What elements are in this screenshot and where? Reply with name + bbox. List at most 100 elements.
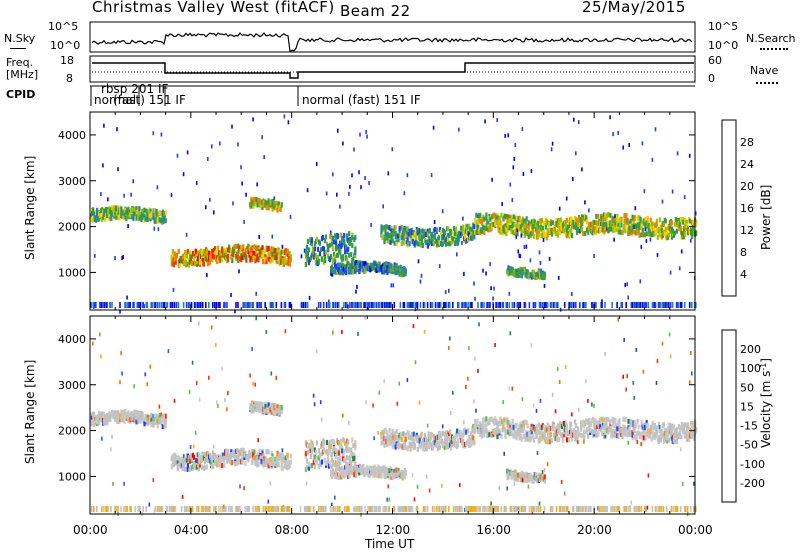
- heatmap-cell: [494, 217, 497, 223]
- heatmap-cell: [338, 450, 341, 456]
- heatmap-cell: [395, 262, 398, 268]
- heatmap-cell: [313, 402, 316, 407]
- heatmap-cell: [318, 506, 321, 512]
- heatmap-cell: [366, 134, 368, 139]
- heatmap-cell: [142, 211, 145, 217]
- heatmap-cell: [102, 163, 104, 168]
- heatmap-cell: [455, 441, 458, 447]
- heatmap-cell: [585, 506, 587, 512]
- heatmap-cell: [199, 302, 202, 308]
- heatmap-cell: [132, 179, 134, 184]
- heatmap-cell: [325, 302, 328, 308]
- heatmap-cell: [536, 220, 539, 226]
- heatmap-cell: [584, 231, 587, 236]
- heatmap-cell: [482, 424, 485, 430]
- heatmap-cell: [234, 458, 237, 464]
- heatmap-cell: [195, 180, 198, 185]
- heatmap-cell: [448, 506, 450, 512]
- heatmap-cell: [383, 302, 385, 308]
- heatmap-cell: [505, 231, 508, 236]
- heatmap-cell: [509, 215, 512, 220]
- heatmap-cell: [483, 428, 486, 434]
- heatmap-cell: [617, 217, 620, 223]
- heatmap-cell: [445, 440, 449, 446]
- heatmap-cell: [343, 448, 346, 454]
- heatmap-cell: [518, 506, 521, 512]
- heatmap-cell: [345, 270, 348, 276]
- heatmap-cell: [289, 257, 292, 263]
- heatmap-cell: [197, 302, 200, 308]
- heatmap-cell: [592, 302, 594, 308]
- heatmap-cell: [587, 398, 589, 403]
- heatmap-cell: [268, 506, 271, 512]
- heatmap-cell: [661, 302, 664, 308]
- heatmap-cell: [599, 228, 602, 234]
- heatmap-cell: [538, 424, 541, 430]
- heatmap-cell: [139, 418, 142, 424]
- heatmap-cell: [565, 196, 568, 201]
- heatmap-cell: [389, 436, 392, 442]
- heatmap-cell: [232, 201, 234, 206]
- heatmap-cell: [497, 302, 499, 308]
- heatmap-cell: [153, 508, 156, 513]
- heatmap-cell: [551, 392, 554, 397]
- heatmap-cell: [95, 217, 98, 223]
- heatmap-cell: [192, 444, 195, 449]
- heatmap-cell: [93, 506, 95, 512]
- heatmap-cell: [184, 506, 187, 512]
- heatmap-cell: [238, 506, 240, 512]
- heatmap-cell: [402, 235, 405, 241]
- heatmap-cell: [570, 421, 573, 427]
- heatmap-cell: [152, 131, 155, 136]
- heatmap-cell: [479, 218, 482, 224]
- heatmap-cell: [267, 463, 270, 469]
- heatmap-cell: [90, 302, 92, 308]
- heatmap-cell: [380, 302, 382, 308]
- heatmap-cell: [119, 413, 122, 419]
- heatmap-cell: [186, 467, 189, 472]
- heatmap-cell: [347, 439, 350, 445]
- heatmap-cell: [430, 432, 433, 438]
- heatmap-cell: [391, 439, 394, 445]
- heatmap-cell: [121, 417, 124, 423]
- heatmap-cell: [513, 506, 516, 512]
- heatmap-cell: [521, 127, 524, 132]
- heatmap-cell: [344, 440, 347, 446]
- heatmap-cell: [354, 445, 357, 451]
- heatmap-cell: [329, 461, 332, 467]
- heatmap-cell: [435, 227, 439, 233]
- heatmap-cell: [347, 261, 350, 267]
- heatmap-cell: [419, 279, 422, 284]
- heatmap-cell: [349, 302, 351, 308]
- heatmap-cell: [155, 414, 158, 420]
- heatmap-cell: [240, 253, 243, 259]
- heatmap-cell: [154, 506, 157, 512]
- heatmap-cell: [274, 506, 277, 512]
- heatmap-cell: [601, 506, 603, 512]
- heatmap-cell: [188, 458, 191, 464]
- heatmap-cell: [249, 373, 251, 378]
- heatmap-cell: [532, 270, 535, 276]
- heatmap-cell: [345, 244, 348, 250]
- heatmap-cell: [538, 436, 541, 441]
- heatmap-cell: [373, 506, 375, 512]
- heatmap-cell: [333, 251, 336, 257]
- heatmap-cell: [549, 302, 552, 308]
- heatmap-cell: [569, 302, 571, 308]
- heatmap-cell: [512, 506, 515, 512]
- heatmap-cell: [597, 431, 600, 437]
- heatmap-cell: [517, 249, 520, 254]
- heatmap-cell: [485, 416, 488, 422]
- heatmap-cell: [214, 506, 216, 512]
- heatmap-cell: [538, 250, 541, 255]
- heatmap-cell: [695, 211, 697, 216]
- heatmap-cell: [470, 302, 472, 308]
- heatmap-cell: [518, 253, 521, 258]
- heatmap-cell: [158, 404, 161, 409]
- heatmap-cell: [462, 302, 464, 308]
- heatmap-cell: [414, 360, 417, 365]
- heatmap-cell: [658, 302, 661, 308]
- heatmap-cell: [226, 407, 228, 412]
- heatmap-cell: [242, 244, 245, 250]
